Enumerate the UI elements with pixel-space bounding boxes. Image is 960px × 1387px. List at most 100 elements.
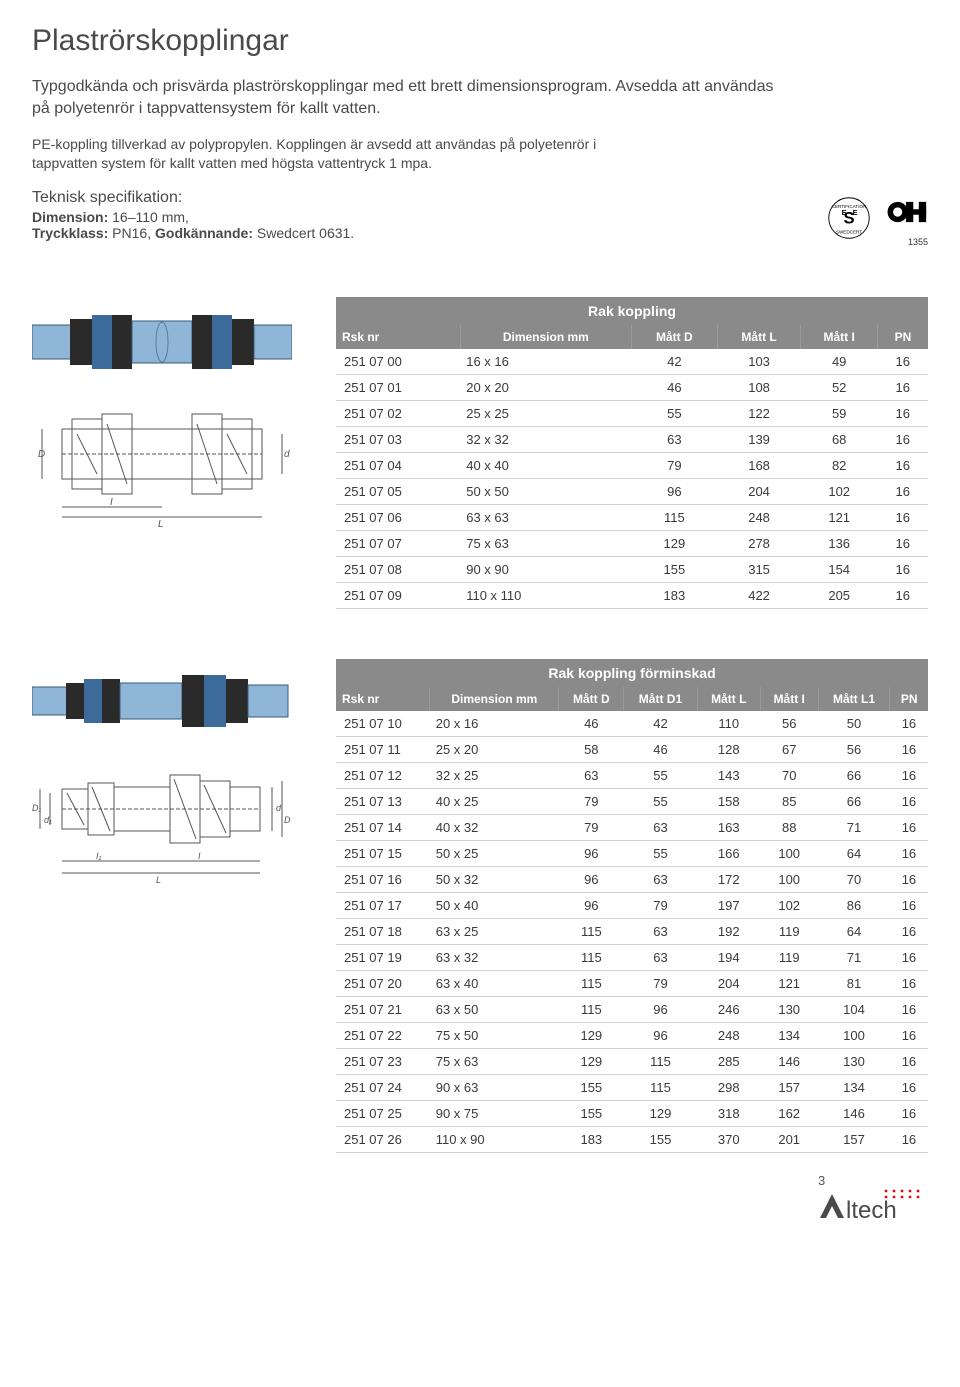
table-cell: 103	[717, 349, 801, 375]
table-cell: 129	[624, 1100, 698, 1126]
table-row: 251 07 1750 x 4096791971028616	[336, 892, 928, 918]
table-cell: 248	[697, 1022, 760, 1048]
table-cell: 143	[697, 762, 760, 788]
table-cell: 50	[818, 711, 890, 737]
product-block-rak-koppling-forminskad: D₁ d₁ d D I₁ I L Rak koppling förminskad…	[32, 659, 928, 1153]
table-cell: 251 07 00	[336, 349, 460, 375]
technical-diagram-rak-koppling-forminskad: D₁ d₁ d D I₁ I L	[32, 751, 292, 891]
cert-number: 1355	[882, 237, 928, 247]
brand-logo: ltech	[818, 1188, 928, 1220]
table-cell: 96	[559, 840, 624, 866]
table-cell: 121	[760, 970, 818, 996]
table-cell: 16	[878, 478, 928, 504]
table-cell: 251 07 07	[336, 530, 460, 556]
table-cell: 251 07 12	[336, 762, 430, 788]
table-cell: 163	[697, 814, 760, 840]
product-image-rak-koppling-forminskad	[32, 659, 292, 739]
table-cell: 183	[559, 1126, 624, 1152]
table-cell: 370	[697, 1126, 760, 1152]
description-text: PE-koppling tillverkad av polypropylen. …	[32, 135, 652, 173]
table-cell: 115	[559, 970, 624, 996]
table-row: 251 07 09110 x 11018342220516	[336, 582, 928, 608]
table-row: 251 07 0440 x 40791688216	[336, 452, 928, 478]
table-cell: 40 x 32	[430, 814, 559, 840]
table-cell: 251 07 20	[336, 970, 430, 996]
table-row: 251 07 0332 x 32631396816	[336, 426, 928, 452]
table-col-head: Rsk nr	[336, 325, 460, 349]
table-cell: 154	[801, 556, 878, 582]
table-cell: 63	[624, 944, 698, 970]
table-cell: 246	[697, 996, 760, 1022]
table-cell: 278	[717, 530, 801, 556]
table-cell: 82	[801, 452, 878, 478]
table-cell: 55	[624, 762, 698, 788]
table-cell: 58	[559, 736, 624, 762]
table-cell: 298	[697, 1074, 760, 1100]
table-cell: 422	[717, 582, 801, 608]
table-cell: 16 x 16	[460, 349, 631, 375]
spec-godk-value: Swedcert 0631.	[253, 225, 354, 241]
table-cell: 79	[631, 452, 717, 478]
table-cell: 40 x 40	[460, 452, 631, 478]
table-cell: 88	[760, 814, 818, 840]
table-cell: 16	[890, 970, 928, 996]
table-cell: 251 07 03	[336, 426, 460, 452]
table-cell: 63	[559, 762, 624, 788]
svg-text:E: E	[842, 208, 847, 217]
table-cell: 158	[697, 788, 760, 814]
table-cell: 96	[559, 866, 624, 892]
table-cell: 70	[818, 866, 890, 892]
table-col-head: Mått L	[717, 325, 801, 349]
table-cell: 16	[878, 400, 928, 426]
cert-logos: CERTIFICATION SWEDCERT S E E 1355	[826, 189, 928, 247]
table-cell: 248	[717, 504, 801, 530]
product-block-rak-koppling: D d I L Rak koppling Rsk nrDimension mmM…	[32, 297, 928, 609]
svg-text:d: d	[276, 803, 282, 813]
table-col-head: PN	[878, 325, 928, 349]
table-row: 251 07 0225 x 25551225916	[336, 400, 928, 426]
svg-text:I: I	[198, 851, 201, 861]
svg-text:L: L	[156, 875, 161, 885]
table-col-head: Mått I	[801, 325, 878, 349]
table-cell: 63 x 25	[430, 918, 559, 944]
table-row: 251 07 26110 x 9018315537020115716	[336, 1126, 928, 1152]
table-cell: 16	[890, 814, 928, 840]
table-cell: 79	[624, 892, 698, 918]
table-cell: 251 07 22	[336, 1022, 430, 1048]
table-cell: 110 x 90	[430, 1126, 559, 1152]
table-cell: 121	[801, 504, 878, 530]
spec-dim-value: 16–110 mm,	[108, 209, 189, 225]
table-cell: 63 x 63	[460, 504, 631, 530]
table-cell: 115	[631, 504, 717, 530]
table-cell: 251 07 21	[336, 996, 430, 1022]
table-cell: 16	[890, 1048, 928, 1074]
table-cell: 16	[878, 556, 928, 582]
table-cell: 79	[624, 970, 698, 996]
svg-text:L: L	[158, 519, 164, 529]
table-cell: 42	[624, 711, 698, 737]
table-row: 251 07 1232 x 256355143706616	[336, 762, 928, 788]
table-cell: 63	[631, 426, 717, 452]
table-cell: 168	[717, 452, 801, 478]
table-row: 251 07 0663 x 6311524812116	[336, 504, 928, 530]
table-cell: 122	[717, 400, 801, 426]
table-cell: 155	[624, 1126, 698, 1152]
table-cell: 146	[760, 1048, 818, 1074]
table-cell: 16	[890, 1074, 928, 1100]
table-cell: 16	[878, 452, 928, 478]
spec-dim-label: Dimension:	[32, 209, 108, 225]
table-cell: 157	[818, 1126, 890, 1152]
table-cell: 251 07 23	[336, 1048, 430, 1074]
table-cell: 251 07 26	[336, 1126, 430, 1152]
table-cell: 194	[697, 944, 760, 970]
intro-text: Typgodkända och prisvärda plaströrskoppl…	[32, 76, 792, 119]
table-cell: 56	[760, 711, 818, 737]
table-row: 251 07 0016 x 16421034916	[336, 349, 928, 375]
technical-diagram-rak-koppling: D d I L	[32, 399, 292, 529]
spec-tryck-value: PN16,	[108, 225, 155, 241]
certification-badge-icon: CERTIFICATION SWEDCERT S E E	[826, 195, 872, 241]
table-cell: 251 07 18	[336, 918, 430, 944]
table-cell: 251 07 15	[336, 840, 430, 866]
table-cell: 16	[890, 918, 928, 944]
table-col-head: Mått D1	[624, 687, 698, 711]
